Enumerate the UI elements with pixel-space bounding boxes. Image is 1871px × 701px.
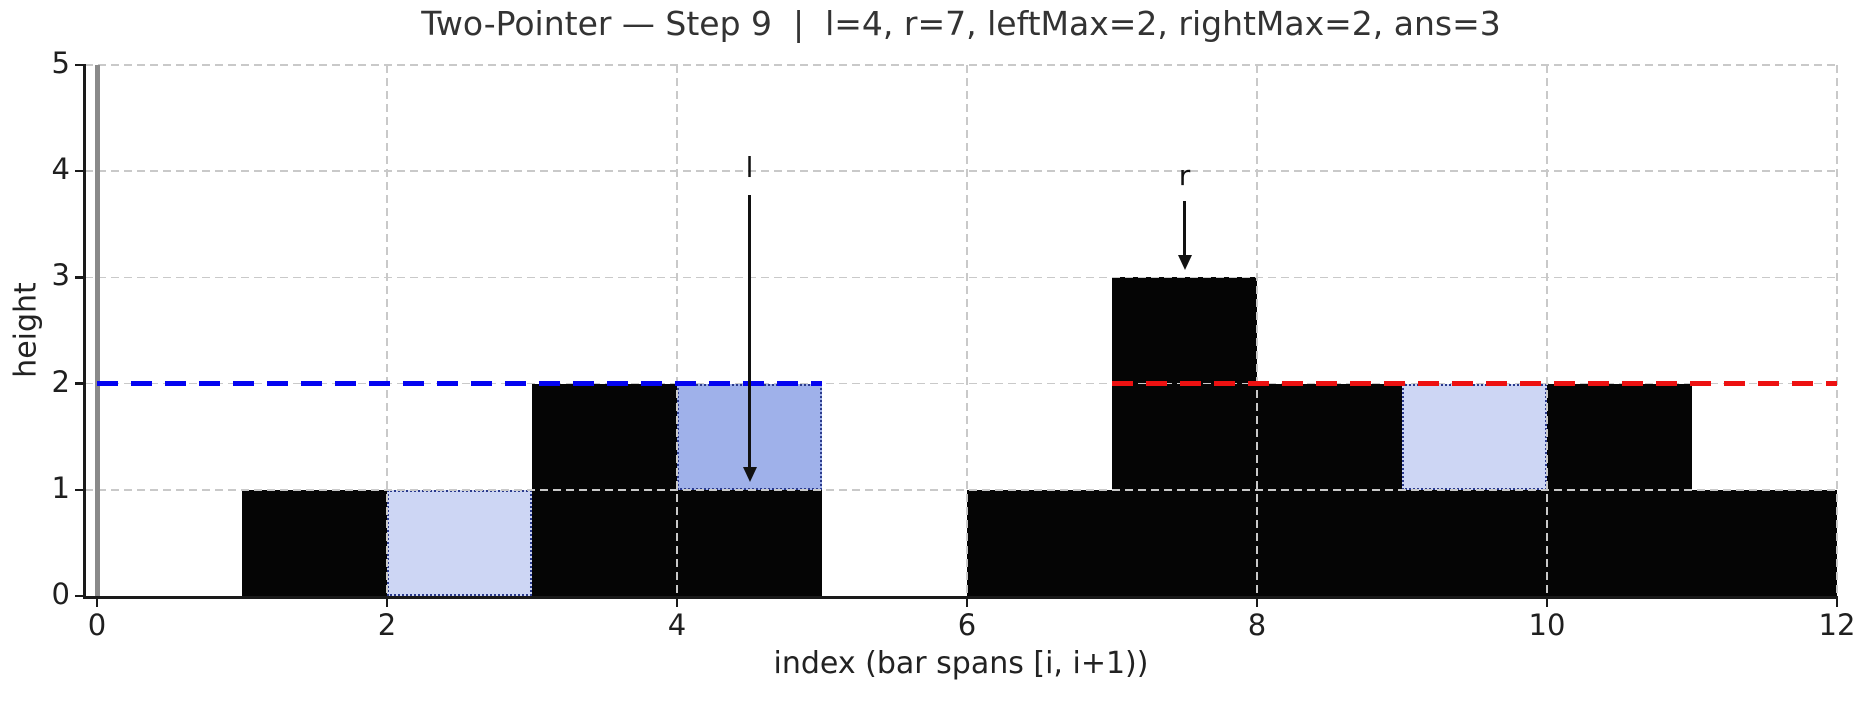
rightMax-line <box>1112 381 1837 387</box>
y-tick <box>75 594 83 598</box>
x-axis-label: index (bar spans [i, i+1)) <box>773 646 1149 681</box>
pointer-l-label: l <box>745 151 754 185</box>
left-spine <box>83 64 86 599</box>
bar <box>1112 277 1257 596</box>
y-tick <box>75 276 83 279</box>
bottom-spine <box>83 596 1838 599</box>
pointer-r-arrow <box>1183 200 1186 255</box>
x-tick-label: 6 <box>957 608 977 642</box>
y-tick-label: 5 <box>51 46 70 80</box>
bar <box>1692 489 1837 596</box>
leftMax-line <box>97 381 822 387</box>
gridline-v <box>966 65 968 596</box>
bar <box>1402 489 1547 596</box>
x-tick <box>675 598 679 607</box>
x-tick <box>385 598 389 607</box>
bar <box>677 489 822 596</box>
pointer-r-label: r <box>1178 158 1191 192</box>
gridline-v <box>1256 65 1258 596</box>
x-tick-label: 0 <box>87 608 107 642</box>
pointer-l-arrow <box>748 194 751 468</box>
y-tick-label: 2 <box>51 364 70 399</box>
x-tick-label: 10 <box>1528 608 1566 642</box>
water-cell <box>1402 383 1547 490</box>
gridline-v <box>676 65 678 596</box>
gridline-v <box>1836 65 1838 596</box>
pointer-r-arrowhead <box>1177 254 1192 270</box>
water-cell <box>387 489 532 596</box>
x-tick <box>1835 598 1839 607</box>
gridline-h <box>85 382 1837 385</box>
gridline-v <box>1546 65 1548 596</box>
y-tick-label: 1 <box>51 470 70 505</box>
y-tick <box>75 169 83 173</box>
x-tick-label: 4 <box>667 608 687 642</box>
x-tick <box>1255 598 1259 607</box>
x-tick-label: 12 <box>1818 608 1856 642</box>
x-tick <box>965 598 969 607</box>
gridline-h <box>85 276 1837 279</box>
chart-title: Two-Pointer — Step 9 | l=4, r=7, leftMax… <box>421 4 1501 43</box>
y-tick-label: 3 <box>51 258 70 293</box>
x-tick-label: 2 <box>377 608 397 642</box>
x-tick <box>1545 598 1549 607</box>
x-tick <box>95 598 99 607</box>
y-tick <box>75 488 83 492</box>
gridline-v <box>386 65 388 596</box>
bar <box>242 489 387 596</box>
bar <box>967 489 1112 596</box>
gridline-h <box>85 170 1837 172</box>
y-tick <box>75 63 83 67</box>
origin-wall-line <box>94 65 100 596</box>
y-tick-label: 4 <box>51 152 70 187</box>
y-tick <box>75 382 83 385</box>
y-tick-label: 0 <box>51 577 70 611</box>
x-tick-label: 8 <box>1247 608 1267 642</box>
pointer-l-arrowhead <box>742 467 757 483</box>
gridline-h <box>85 489 1837 491</box>
gridline-h <box>85 64 1837 66</box>
